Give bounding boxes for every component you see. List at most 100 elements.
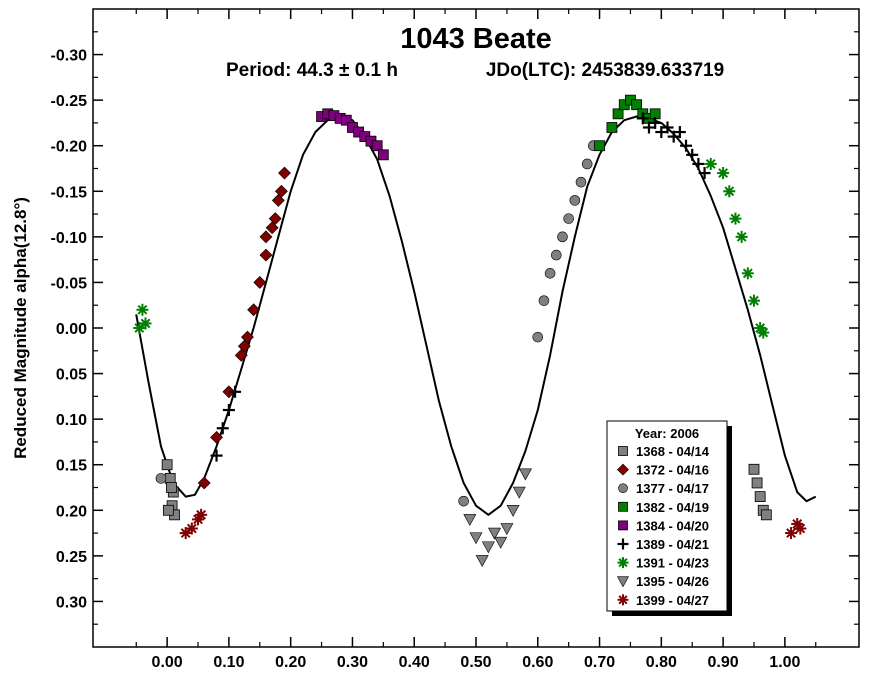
legend-items: 1368 - 04/14 1372 - 04/16 1377 - 04/17 1382… <box>616 444 710 608</box>
data-point <box>210 449 223 462</box>
data-point <box>166 482 177 493</box>
data-point <box>274 184 288 198</box>
series-1 <box>161 459 772 521</box>
y-tick-label: 0.30 <box>56 594 87 611</box>
x-tick-label: 0.90 <box>708 654 739 671</box>
y-tick-label: 0.20 <box>56 503 87 520</box>
data-point <box>458 495 469 507</box>
legend-label: 1368 - 04/14 <box>636 444 710 459</box>
data-point <box>371 140 383 152</box>
data-point <box>575 176 587 188</box>
x-tick-label: 0.80 <box>646 654 677 671</box>
y-tick-label: -0.05 <box>51 275 88 292</box>
data-point <box>760 509 772 521</box>
data-point <box>785 527 798 540</box>
series-2 <box>197 166 291 490</box>
y-tick-label: -0.10 <box>51 230 88 247</box>
y-tick-label: -0.20 <box>51 139 88 156</box>
data-point <box>673 126 686 139</box>
data-point <box>500 523 514 536</box>
y-tick-label: 0.05 <box>56 367 87 384</box>
x-tick-label: 0.60 <box>522 654 553 671</box>
data-point <box>606 122 618 133</box>
data-point <box>136 303 149 316</box>
series-9 <box>179 508 807 540</box>
legend-marker <box>618 520 628 531</box>
data-point <box>518 468 532 481</box>
data-point <box>195 508 208 521</box>
legend-label: 1399 - 04/27 <box>636 593 709 608</box>
data-point <box>563 213 574 224</box>
data-point <box>247 303 261 317</box>
data-point <box>794 522 807 535</box>
data-point <box>488 527 502 540</box>
x-tick-label: 0.00 <box>152 654 183 671</box>
chart-subtitle-period: Period: 44.3 ± 0.1 h <box>226 60 398 81</box>
y-tick-label: 0.10 <box>56 412 87 429</box>
data-point <box>538 295 550 306</box>
series-7 <box>133 157 770 339</box>
legend-title: Year: 2006 <box>635 426 699 441</box>
data-point <box>741 267 754 280</box>
data-point <box>469 532 483 545</box>
data-point <box>704 157 717 170</box>
data-point <box>661 121 674 134</box>
x-tick-label: 0.50 <box>460 654 491 671</box>
data-point <box>216 422 229 435</box>
data-point <box>612 108 624 120</box>
x-tick-label: 0.10 <box>213 654 244 671</box>
data-point <box>747 294 760 307</box>
legend-marker <box>618 501 628 512</box>
data-point <box>729 212 742 225</box>
data-point <box>481 541 495 554</box>
y-tick-label: 0.00 <box>56 321 87 338</box>
data-point <box>686 148 699 161</box>
axis-ticks: 0.00 0.10 0.20 0.30 0.40 0.50 0.60 0.70 0.80 0.90… <box>51 9 859 671</box>
data-point <box>161 459 173 471</box>
data-point <box>636 112 649 125</box>
x-tick-label: 1.00 <box>769 654 800 671</box>
y-tick-label: 0.15 <box>56 458 87 475</box>
legend-label: 1389 - 04/21 <box>636 537 709 552</box>
data-point <box>748 463 760 475</box>
data-point <box>594 140 605 152</box>
data-point <box>278 166 291 180</box>
x-tick-label: 0.70 <box>584 654 615 671</box>
data-point <box>698 167 711 180</box>
data-point <box>222 385 236 399</box>
data-point <box>259 248 273 262</box>
data-point <box>268 212 282 226</box>
x-tick-label: 0.40 <box>399 654 430 671</box>
data-point <box>463 514 477 527</box>
data-point <box>237 339 251 353</box>
data-point <box>717 167 730 180</box>
data-point <box>259 230 273 244</box>
data-point <box>494 536 508 549</box>
series-3 <box>155 140 599 507</box>
legend-marker <box>617 538 629 550</box>
data-point <box>162 504 174 516</box>
data-point <box>512 486 526 499</box>
legend-label: 1377 - 04/17 <box>636 481 709 496</box>
data-point <box>751 477 763 489</box>
data-point <box>229 385 242 398</box>
data-point <box>210 430 223 444</box>
data-point <box>692 157 705 170</box>
data-point <box>655 126 668 139</box>
data-point <box>197 476 211 490</box>
legend-marker <box>616 576 630 588</box>
legend: Year: 2006 1368 - 04/14 1372 - 04/16 1377 … <box>606 420 732 616</box>
data-point <box>551 249 562 261</box>
y-tick-label: -0.30 <box>51 48 88 65</box>
chart-subtitle-epoch: JDo(LTC): 2453839.633719 <box>486 60 724 81</box>
data-point <box>667 130 680 143</box>
legend-label: 1372 - 04/16 <box>636 463 709 478</box>
data-point <box>723 185 736 198</box>
y-tick-label: -0.25 <box>51 93 88 110</box>
data-point <box>680 139 693 152</box>
data-point <box>133 322 146 334</box>
series-8 <box>463 468 532 568</box>
data-point <box>475 555 489 568</box>
data-point <box>506 504 520 517</box>
